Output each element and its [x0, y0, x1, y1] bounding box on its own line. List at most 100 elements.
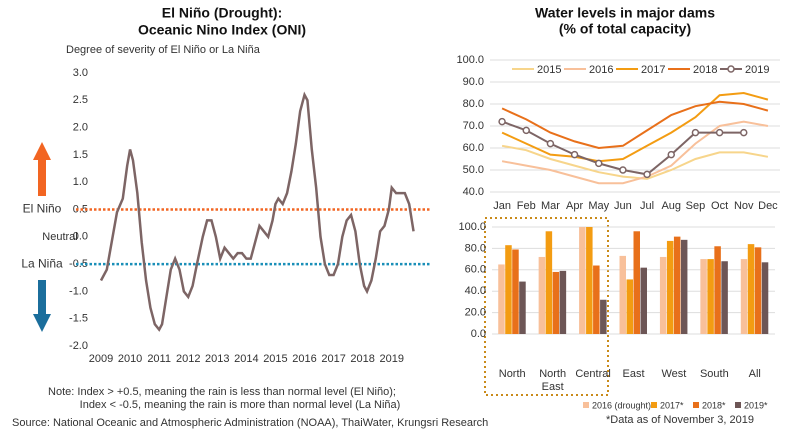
x-tick-label: 2009	[89, 353, 113, 365]
y-tick-label: 0.0	[471, 328, 486, 340]
y-tick-label: 40.0	[465, 285, 486, 297]
x-tick-label: West	[661, 368, 687, 380]
x-tick-label: May	[588, 200, 609, 212]
chart-subtitle: Oceanic Nino Index (ONI)	[138, 22, 306, 38]
x-tick-label: 2014	[234, 353, 258, 365]
y-tick-label: -0.5	[69, 258, 88, 270]
y-tick-label: 80.0	[463, 98, 484, 110]
y-tick-label: -2.0	[69, 340, 88, 352]
marker	[643, 170, 651, 179]
legend-label: 2016	[589, 64, 613, 76]
y-tick-label: 60.0	[465, 264, 486, 276]
y-tick-label: 1.5	[73, 149, 88, 161]
highlight-box	[484, 217, 609, 396]
legend-label: 2019*	[744, 400, 768, 410]
bar	[721, 261, 728, 334]
bar	[707, 259, 714, 334]
x-tick-label: Dec	[758, 200, 778, 212]
bar	[512, 249, 519, 334]
note: Note: Index > +0.5, meaning the rain is …	[48, 386, 396, 398]
x-tick-label: 2010	[118, 353, 142, 365]
y-tick-label: 60.0	[463, 142, 484, 154]
bar	[714, 246, 721, 334]
note: *Data as of November 3, 2019	[606, 414, 754, 426]
bar	[666, 240, 674, 334]
y-tick-label: 0.5	[73, 203, 88, 215]
oni-line	[99, 91, 415, 332]
x-tick-label: Jul	[640, 200, 654, 212]
marker	[691, 128, 700, 137]
bar	[552, 271, 560, 334]
y-tick-label: 100.0	[456, 54, 484, 66]
marker	[740, 128, 748, 137]
marker	[522, 126, 530, 135]
x-tick-label: 2019	[379, 353, 403, 365]
bar	[740, 259, 748, 334]
bar	[747, 244, 755, 334]
y-tick-label: 40.0	[463, 186, 484, 198]
legend-label: 2018*	[702, 400, 726, 410]
chart-subtitle: (% of total capacity)	[559, 21, 691, 37]
bar	[545, 231, 553, 334]
bar	[619, 255, 626, 334]
y-tick-label: 2.5	[73, 94, 88, 106]
marker	[619, 166, 627, 174]
note: Index < -0.5, meaning the rain is more t…	[80, 399, 401, 411]
y-axis-label: Degree of severity of El Niño or La Niña	[66, 44, 261, 56]
threshold-label: El Niño	[23, 202, 62, 216]
bar	[640, 267, 647, 334]
y-tick-label: 20.0	[465, 307, 486, 319]
x-tick-label: Oct	[711, 200, 728, 212]
arrow-down	[33, 280, 51, 332]
marker	[498, 117, 506, 126]
y-tick-label: 70.0	[463, 120, 484, 132]
bar	[659, 256, 667, 334]
legend-label: 2017*	[660, 400, 684, 410]
series-line	[501, 91, 769, 163]
bar	[579, 227, 586, 334]
x-tick-label: 2015	[263, 353, 287, 365]
x-tick-label: Jan	[493, 200, 511, 212]
x-tick-label: 2018	[350, 353, 374, 365]
threshold-label: La Niña	[21, 256, 63, 270]
y-tick-label: 50.0	[463, 164, 484, 176]
series-line	[501, 120, 769, 185]
bar	[600, 299, 607, 334]
x-tick-label: Mar	[541, 200, 560, 212]
y-tick-label: 90.0	[463, 76, 484, 88]
y-tick-label: 3.0	[73, 67, 88, 79]
x-tick-label: North	[498, 368, 526, 380]
y-tick-label: 80.0	[465, 242, 486, 254]
x-tick-label: Jun	[614, 200, 632, 212]
y-tick-label: 1.0	[73, 176, 88, 188]
x-tick-label: 2017	[321, 353, 345, 365]
bar	[586, 227, 593, 334]
legend-label: 2018	[693, 64, 717, 76]
annotation: Neutral	[42, 231, 77, 243]
x-tick-label: Feb	[517, 200, 536, 212]
x-tick-label: South	[699, 368, 729, 380]
chart-title: El Niño (Drought):	[162, 5, 283, 21]
x-tick-label: Aug	[661, 200, 681, 212]
bar	[505, 245, 512, 334]
marker	[667, 150, 675, 159]
x-tick-label: Central	[575, 368, 611, 380]
bar	[559, 270, 567, 334]
bar	[633, 231, 640, 334]
x-tick-label: Nov	[734, 200, 754, 212]
x-tick-label: East	[622, 368, 645, 380]
y-tick-label: 100.0	[458, 221, 486, 233]
x-tick-label: 2016	[292, 353, 316, 365]
marker	[595, 159, 603, 168]
x-tick-label: Apr	[566, 200, 583, 212]
x-tick-label: North East	[539, 368, 567, 393]
bar	[519, 281, 526, 334]
bar	[498, 264, 505, 334]
series-line	[501, 144, 769, 180]
legend-swatch	[693, 402, 699, 408]
x-tick-label: 2013	[205, 353, 229, 365]
x-tick-label: 2012	[176, 353, 200, 365]
legend-swatch	[583, 402, 589, 408]
arrow-up	[33, 142, 51, 196]
y-tick-label: -1.0	[69, 285, 88, 297]
